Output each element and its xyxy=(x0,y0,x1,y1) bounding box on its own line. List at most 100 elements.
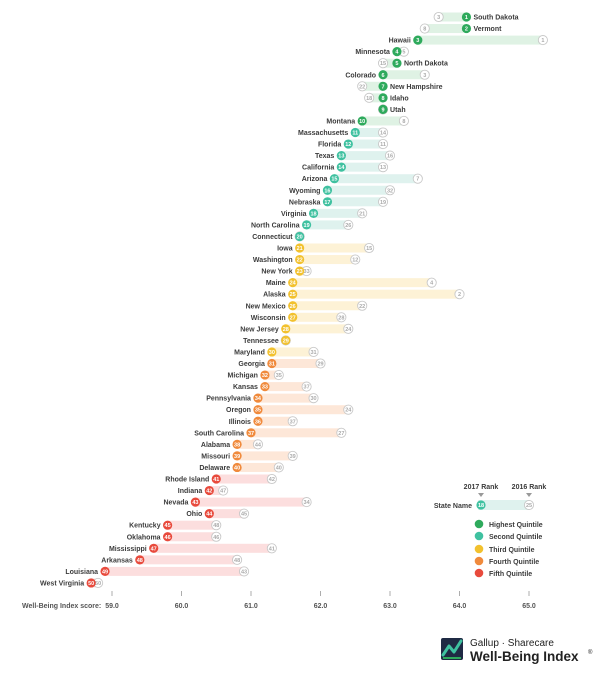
rank2016-dot-iowa xyxy=(364,242,375,254)
state-label-louisiana: Louisiana xyxy=(65,569,98,576)
rank2016-dot-washington xyxy=(350,254,361,265)
rank2017-label-texas: 13 xyxy=(338,154,344,160)
band-mississippi xyxy=(153,543,272,553)
rank2016-label-texas: 16 xyxy=(387,154,393,160)
state-label-virginia: Virginia xyxy=(281,211,307,218)
band-ohio xyxy=(209,509,245,519)
rank2016-label-new-hampshire: 22 xyxy=(359,84,365,90)
state-label-ohio: Ohio xyxy=(186,511,202,518)
band-vermont xyxy=(424,24,467,34)
rank2016-label-georgia: 29 xyxy=(317,362,323,368)
rank2016-label-rhode-island: 42 xyxy=(269,477,275,483)
rank2017-label-florida: 12 xyxy=(345,142,351,148)
rank2017-dot-new-york xyxy=(295,266,305,276)
state-label-michigan: Michigan xyxy=(228,373,258,380)
rank2016-label-washington: 12 xyxy=(352,258,358,264)
rank2017-dot-mississippi xyxy=(149,543,159,553)
rank2017-dot-colorado xyxy=(378,70,388,80)
rank2017-label-pennsylvania: 34 xyxy=(255,396,262,402)
state-label-washington: Washington xyxy=(253,257,293,264)
band-rhode-island xyxy=(216,474,272,484)
rank2016-label-alabama: 44 xyxy=(255,442,262,448)
state-label-connecticut: Connecticut xyxy=(252,234,293,241)
rank2016-dot-illinois xyxy=(287,416,298,427)
rank2016-dot-maryland xyxy=(308,346,319,358)
x-axis: Well-Being Index score: 59.0 60.0 61.0 62.0… xyxy=(22,590,536,610)
legend-state-name-label: State Name xyxy=(434,503,472,510)
rank2017-label-tennessee: 29 xyxy=(283,338,289,344)
rank2017-dot-california xyxy=(336,162,346,172)
rank2016-dot-new-hampshire xyxy=(357,81,368,92)
rank2017-dot-wyoming xyxy=(322,185,333,195)
rank2016-label-california: 13 xyxy=(380,165,386,171)
rank2017-label-illinois: 36 xyxy=(255,419,261,425)
rank2017-label-california: 14 xyxy=(338,165,345,171)
rank2017-label-montana: 10 xyxy=(359,119,365,125)
state-label-maryland: Maryland xyxy=(234,349,265,356)
rank2016-dot-rhode-island xyxy=(266,473,277,485)
rank2016-label-illinois: 37 xyxy=(290,419,296,425)
rank2016-dot-texas xyxy=(384,150,396,161)
rank2016-label-oklahoma: 46 xyxy=(213,535,219,541)
rank2016-label-virginia: 21 xyxy=(359,211,365,217)
rank2016-label-massachusetts: 14 xyxy=(380,131,387,137)
state-label-wyoming: Wyoming xyxy=(289,188,320,195)
rank2016-label-north-dakota: 15 xyxy=(380,61,386,67)
rank2016-dot-montana xyxy=(398,115,409,126)
rank2017-dot-texas xyxy=(336,151,346,161)
rank2017-label-kentucky: 45 xyxy=(165,523,171,529)
state-label-alaska: Alaska xyxy=(263,292,286,299)
rank2017-dot-missouri xyxy=(232,451,242,461)
rank2017-dot-louisiana xyxy=(100,566,110,577)
band-south-carolina xyxy=(251,428,342,438)
state-label-west-virginia: West Virginia xyxy=(40,580,84,587)
legend-third-quintile-swatch xyxy=(474,544,484,554)
rank2017-dot-montana xyxy=(357,116,367,126)
band-delaware xyxy=(237,462,279,472)
rank2017-dot-illinois xyxy=(253,416,263,426)
rank2017-label-wyoming: 16 xyxy=(324,188,330,194)
rank2017-dot-iowa xyxy=(295,243,305,253)
legend-sample-2017-rank: 18 xyxy=(478,503,484,509)
rank2017-label-wisconsin: 27 xyxy=(290,315,296,321)
rank2017-dot-north-carolina xyxy=(302,220,312,230)
rank2017-label-south-dakota: 1 xyxy=(465,15,468,21)
band-arkansas xyxy=(139,555,238,565)
state-label-new-hampshire: New Hampshire xyxy=(390,84,443,91)
rank2017-label-louisiana: 49 xyxy=(102,569,108,575)
rank2016-label-florida: 11 xyxy=(380,142,386,148)
legend-second-quintile-swatch xyxy=(474,531,484,541)
legend-2016-rank-label: 2016 Rank xyxy=(512,484,547,491)
rank2017-label-maine: 24 xyxy=(290,281,297,287)
state-label-minnesota: Minnesota xyxy=(355,49,390,56)
rank2016-dot-wisconsin xyxy=(336,312,347,323)
rank2016-label-maine: 4 xyxy=(430,281,434,287)
state-label-tennessee: Tennessee xyxy=(243,338,279,345)
rank2017-dot-nebraska xyxy=(322,197,333,207)
rank2016-dot-louisiana xyxy=(238,566,250,577)
state-label-oregon: Oregon xyxy=(226,407,251,414)
state-label-illinois: Illinois xyxy=(229,419,251,426)
state-label-wisconsin: Wisconsin xyxy=(251,315,286,322)
rank2016-label-mississippi: 41 xyxy=(269,546,275,552)
rank2017-dot-alabama xyxy=(232,439,242,449)
legend: 2017 Rank 2016 Rank State Name 18 25 Hig… xyxy=(434,484,547,578)
rank2016-dot-georgia xyxy=(315,358,326,369)
rank2017-label-washington: 22 xyxy=(297,258,303,264)
rank2017-label-rhode-island: 41 xyxy=(213,477,219,483)
band-nevada xyxy=(195,497,307,507)
state-label-kentucky: Kentucky xyxy=(129,523,161,530)
rank2016-dot-missouri xyxy=(287,450,298,461)
rank2016-dot-nebraska xyxy=(377,196,389,207)
band-maine xyxy=(292,278,432,288)
state-label-new-york: New York xyxy=(261,269,292,276)
rank2017-label-ohio: 44 xyxy=(206,512,213,518)
rank2017-label-virginia: 18 xyxy=(310,211,316,217)
rank2017-dot-washington xyxy=(295,254,305,265)
rank2016-dot-new-mexico xyxy=(357,300,368,311)
band-new-jersey xyxy=(285,324,349,334)
state-label-south-carolina: South Carolina xyxy=(194,430,244,437)
rank2016-dot-arizona xyxy=(412,173,423,184)
x-tick-label-60-0: 60.0 xyxy=(175,603,189,610)
rank2017-label-west-virginia: 50 xyxy=(88,581,94,587)
